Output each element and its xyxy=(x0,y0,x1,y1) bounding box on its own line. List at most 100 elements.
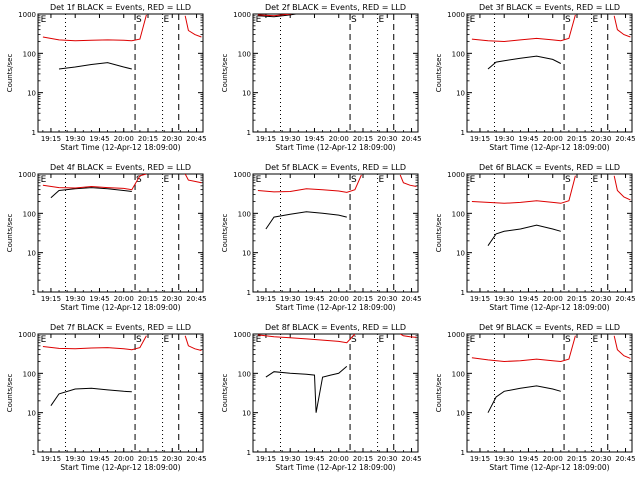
x-tick-label: 20:45 xyxy=(401,455,421,463)
x-tick-label: 20:15 xyxy=(567,135,587,143)
y-tick-label: 10 xyxy=(456,90,465,98)
event-flag-label: S xyxy=(136,335,142,345)
x-tick-label: 19:15 xyxy=(41,135,61,143)
event-flag-label: E xyxy=(41,335,47,345)
lld-series-line xyxy=(257,174,362,193)
x-tick-label: 19:45 xyxy=(518,135,538,143)
y-tick-label: 10 xyxy=(242,250,251,258)
y-tick-label: 1000 xyxy=(233,11,251,19)
y-tick-label: 100 xyxy=(23,50,36,58)
event-flag-label: E xyxy=(379,175,385,185)
y-tick-label: 1 xyxy=(461,449,465,457)
event-flag-label: E xyxy=(470,175,476,185)
events-series-line xyxy=(50,187,132,199)
x-tick-label: 20:15 xyxy=(138,135,158,143)
event-flag-label: E xyxy=(256,15,262,25)
x-tick-label: 20:00 xyxy=(114,455,134,463)
y-axis-label: Counts/sec xyxy=(221,214,229,253)
series-group xyxy=(471,14,631,70)
y-tick-label: 1000 xyxy=(18,331,36,339)
y-tick-label: 100 xyxy=(238,210,251,218)
y-axis-label: Counts/sec xyxy=(435,214,443,253)
y-tick-label: 1000 xyxy=(447,331,465,339)
y-tick-label: 1000 xyxy=(447,11,465,19)
lld-series-line xyxy=(42,174,147,191)
x-tick-label: 20:45 xyxy=(186,455,206,463)
event-flag-label: E xyxy=(164,15,170,25)
chart-title: Det 7f BLACK = Events, RED = LLD xyxy=(50,323,191,332)
x-tick-label: 20:45 xyxy=(401,135,421,143)
series-group xyxy=(257,174,417,230)
event-flag-label: S xyxy=(136,175,142,185)
plot-frame xyxy=(252,333,419,453)
x-tick-label: 20:15 xyxy=(353,135,373,143)
event-flag-label: S xyxy=(565,335,571,345)
y-tick-label: 1 xyxy=(461,129,465,137)
x-axis-label: Start Time (12-Apr-12 18:09:00) xyxy=(275,303,395,312)
x-tick-label: 20:45 xyxy=(615,295,635,303)
y-axis-label: Counts/sec xyxy=(6,374,14,413)
events-series-line xyxy=(265,366,348,413)
x-tick-label: 20:45 xyxy=(401,295,421,303)
x-tick-label: 19:30 xyxy=(494,135,514,143)
x-tick-label: 19:15 xyxy=(470,455,490,463)
y-tick-label: 10 xyxy=(27,250,36,258)
x-tick-label: 19:30 xyxy=(65,295,85,303)
event-flag-label: E xyxy=(41,15,47,25)
lld-series-line xyxy=(184,174,202,184)
y-axis-label: Counts/sec xyxy=(221,374,229,413)
event-flag-label: S xyxy=(351,15,357,25)
chart-title: Det 1f BLACK = Events, RED = LLD xyxy=(50,3,191,12)
chart-panel: Det 9f BLACK = Events, RED = LLD 1 10 100 10… xyxy=(435,323,636,472)
plot-frame xyxy=(37,173,204,293)
plot-frame xyxy=(37,13,204,133)
events-series-line xyxy=(58,62,132,70)
x-tick-label: 20:30 xyxy=(377,135,397,143)
event-flag-label: E xyxy=(256,335,262,345)
x-tick-label: 19:15 xyxy=(470,295,490,303)
x-tick-label: 19:30 xyxy=(280,455,300,463)
events-series-line xyxy=(50,387,132,406)
event-flag-label: E xyxy=(470,335,476,345)
lld-series-line xyxy=(257,14,293,17)
event-flag-label: S xyxy=(136,15,142,25)
events-series-line xyxy=(257,14,300,18)
y-tick-label: 1 xyxy=(32,129,36,137)
series-group xyxy=(42,14,202,70)
lld-series-line xyxy=(184,335,202,351)
chart-panel: Det 5f BLACK = Events, RED = LLD 1 10 100 10… xyxy=(221,163,422,312)
x-tick-label: 20:30 xyxy=(377,455,397,463)
x-axis-label: Start Time (12-Apr-12 18:09:00) xyxy=(489,463,609,472)
x-tick-label: 20:15 xyxy=(138,455,158,463)
chart-title: Det 3f BLACK = Events, RED = LLD xyxy=(479,3,620,12)
events-series-line xyxy=(487,385,561,413)
chart-panel: Det 3f BLACK = Events, RED = LLD 1 10 100 10… xyxy=(435,3,636,152)
event-flag-label: E xyxy=(379,15,385,25)
y-tick-label: 100 xyxy=(238,50,251,58)
x-tick-label: 20:15 xyxy=(353,455,373,463)
x-tick-label: 19:45 xyxy=(304,455,324,463)
x-tick-label: 19:30 xyxy=(280,295,300,303)
chart-panel: Det 7f BLACK = Events, RED = LLD 1 10 100 10… xyxy=(6,323,207,472)
y-axis-label: Counts/sec xyxy=(6,214,14,253)
event-flag-label: E xyxy=(593,15,599,25)
x-tick-label: 19:45 xyxy=(89,295,109,303)
x-tick-label: 19:15 xyxy=(256,295,276,303)
x-tick-label: 20:30 xyxy=(162,295,182,303)
lld-series-line xyxy=(613,15,631,38)
x-tick-label: 20:00 xyxy=(329,455,349,463)
x-tick-label: 20:00 xyxy=(543,455,563,463)
y-axis-label: Counts/sec xyxy=(6,54,14,93)
events-series-line xyxy=(487,55,562,70)
x-tick-label: 19:15 xyxy=(41,295,61,303)
lld-series-line xyxy=(42,14,147,42)
x-tick-label: 20:15 xyxy=(138,295,158,303)
x-axis-label: Start Time (12-Apr-12 18:09:00) xyxy=(60,303,180,312)
x-tick-label: 20:15 xyxy=(353,295,373,303)
y-tick-label: 1 xyxy=(461,289,465,297)
y-tick-label: 100 xyxy=(23,210,36,218)
x-tick-label: 19:30 xyxy=(65,455,85,463)
lld-series-line xyxy=(399,334,417,338)
x-axis-label: Start Time (12-Apr-12 18:09:00) xyxy=(60,463,180,472)
x-tick-label: 20:45 xyxy=(186,135,206,143)
